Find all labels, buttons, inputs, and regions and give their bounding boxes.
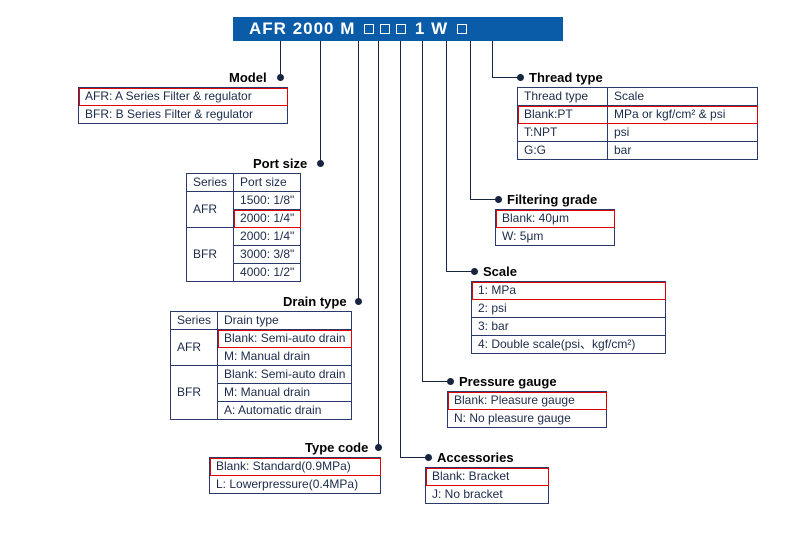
portsize-r1: 2000: 1/4" [234, 210, 301, 228]
scale-r1: 2: psi [472, 300, 666, 318]
portsize-r0: 1500: 1/8" [234, 192, 301, 210]
portsize-r3: 3000: 3/8" [234, 246, 301, 264]
drain-afr: AFR [171, 330, 218, 366]
tt-h1: Scale [608, 88, 758, 106]
table-scale: 1: MPa 2: psi 3: bar 4: Double scale(psi… [471, 281, 666, 354]
drain-r4: A: Automatic drain [218, 402, 352, 420]
table-model: AFR: A Series Filter & regulator BFR: B … [78, 87, 288, 124]
drain-r1: M: Manual drain [218, 348, 352, 366]
title-pg: Pressure gauge [459, 374, 557, 389]
banner-box-3 [396, 24, 406, 34]
portsize-h0: Series [187, 174, 234, 192]
connector [378, 41, 379, 447]
table-fg: Blank: 40μm W: 5μm [495, 209, 615, 246]
banner-box-1 [364, 24, 374, 34]
pg-r1: N: No pleasure gauge [448, 410, 607, 428]
tt-r0c2: MPa or kgf/cm² & psi [608, 106, 758, 124]
table-acc: Blank: Bracket J: No bracket [425, 467, 549, 504]
dot-portsize [317, 160, 324, 167]
tt-h0: Thread type [518, 88, 608, 106]
connector [280, 41, 281, 77]
tt-r2c2: bar [608, 142, 758, 160]
banner-m: M [340, 19, 355, 39]
connector [470, 199, 498, 200]
dot-tt [517, 74, 524, 81]
pg-r0: Blank: Pleasure gauge [448, 392, 607, 410]
title-drain: Drain type [283, 294, 347, 309]
connector [400, 41, 401, 457]
drain-r3: M: Manual drain [218, 384, 352, 402]
table-typecode: Blank: Standard(0.9MPa) L: Lowerpressure… [209, 457, 381, 494]
connector [492, 41, 493, 77]
table-portsize: Series Port size AFR 1500: 1/8" 2000: 1/… [186, 173, 301, 282]
banner-1: 1 [415, 19, 425, 39]
banner-afr: AFR [249, 19, 287, 39]
title-model: Model [229, 70, 267, 85]
connector [320, 41, 321, 163]
drain-h1: Drain type [218, 312, 352, 330]
connector [446, 41, 447, 271]
acc-r0: Blank: Bracket [426, 468, 549, 486]
drain-bfr: BFR [171, 366, 218, 420]
connector [358, 41, 359, 301]
banner-w: W [431, 19, 448, 39]
drain-r2: Blank: Semi-auto drain [218, 366, 352, 384]
connector [492, 77, 520, 78]
table-drain: Series Drain type AFR Blank: Semi-auto d… [170, 311, 352, 420]
portsize-afr: AFR [187, 192, 234, 228]
fg-r0: Blank: 40μm [496, 210, 615, 228]
dot-scale [471, 268, 478, 275]
title-portsize: Port size [253, 156, 307, 171]
connector [422, 41, 423, 381]
portsize-bfr: BFR [187, 228, 234, 282]
model-row-0: AFR: A Series Filter & regulator [79, 88, 288, 106]
drain-r0: Blank: Semi-auto drain [218, 330, 352, 348]
acc-r1: J: No bracket [426, 486, 549, 504]
model-row-1: BFR: B Series Filter & regulator [79, 106, 288, 124]
banner-box-4 [457, 24, 467, 34]
table-tt: Thread type Scale Blank:PT MPa or kgf/cm… [517, 87, 758, 160]
drain-h0: Series [171, 312, 218, 330]
dot-drain [355, 298, 362, 305]
portsize-r2: 2000: 1/4" [234, 228, 301, 246]
dot-typecode [375, 444, 382, 451]
table-pg: Blank: Pleasure gauge N: No pleasure gau… [447, 391, 607, 428]
tt-r1c2: psi [608, 124, 758, 142]
portsize-h1: Port size [234, 174, 301, 192]
connector [422, 381, 450, 382]
fg-r1: W: 5μm [496, 228, 615, 246]
banner-2000: 2000 [293, 19, 335, 39]
portsize-r4: 4000: 1/2" [234, 264, 301, 282]
scale-r3: 4: Double scale(psi、kgf/cm²) [472, 336, 666, 354]
dot-pg [447, 378, 454, 385]
scale-r0: 1: MPa [472, 282, 666, 300]
connector [446, 271, 474, 272]
dot-acc [425, 454, 432, 461]
model-code-banner: AFR 2000 M 1 W [233, 17, 563, 41]
connector [400, 457, 428, 458]
tt-r0c1: Blank:PT [518, 106, 608, 124]
dot-model [277, 74, 284, 81]
title-typecode: Type code [305, 440, 368, 455]
title-tt: Thread type [529, 70, 603, 85]
title-scale: Scale [483, 264, 517, 279]
banner-box-2 [380, 24, 390, 34]
typecode-r1: L: Lowerpressure(0.4MPa) [210, 476, 381, 494]
scale-r2: 3: bar [472, 318, 666, 336]
typecode-r0: Blank: Standard(0.9MPa) [210, 458, 381, 476]
tt-r1c1: T:NPT [518, 124, 608, 142]
dot-fg [495, 196, 502, 203]
tt-r2c1: G:G [518, 142, 608, 160]
title-fg: Filtering grade [507, 192, 597, 207]
connector [470, 41, 471, 199]
title-acc: Accessories [437, 450, 514, 465]
